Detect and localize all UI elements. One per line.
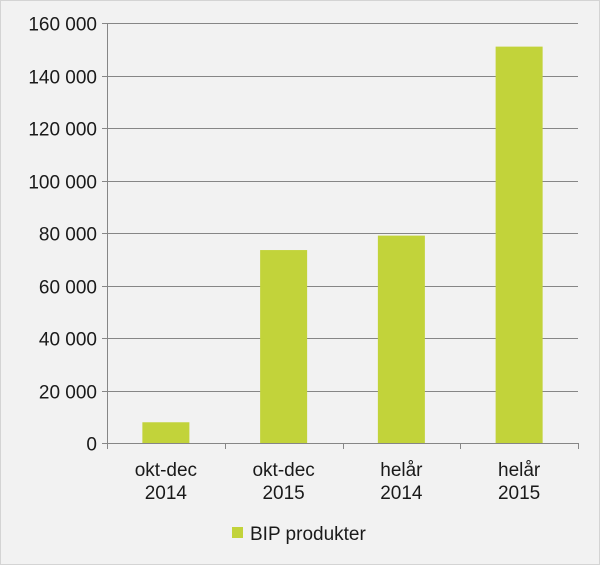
- y-tick-label: 140 000: [28, 68, 97, 89]
- y-tick-label: 100 000: [28, 173, 97, 194]
- y-tick-label: 160 000: [28, 15, 97, 36]
- bar: [377, 235, 425, 443]
- y-tick-label: 40 000: [39, 330, 97, 351]
- x-category-label: helår: [498, 460, 541, 481]
- y-tick-label: 120 000: [28, 120, 97, 141]
- y-tick-label: 80 000: [39, 225, 97, 246]
- bar: [495, 46, 543, 443]
- x-category-label: 2014: [145, 483, 188, 504]
- x-category-label: 2015: [498, 483, 540, 504]
- legend: BIP produkter: [232, 524, 367, 545]
- y-tick-label: 0: [86, 435, 97, 456]
- x-category-label: helår: [380, 460, 423, 481]
- legend-label: BIP produkter: [250, 524, 367, 545]
- x-category-label: 2014: [380, 483, 423, 504]
- bars: [142, 46, 543, 443]
- x-category-label: 2015: [262, 483, 304, 504]
- x-category-label: okt-dec: [135, 460, 197, 481]
- legend-swatch: [232, 527, 243, 538]
- bar: [260, 250, 308, 443]
- y-tick-label: 60 000: [39, 278, 97, 299]
- x-category-label: okt-dec: [252, 460, 314, 481]
- y-tick-label: 20 000: [39, 383, 97, 404]
- bar: [142, 422, 190, 443]
- y-axis-ticks: 0 20 000 40 000 60 000 80 000 100 000 120 000 1…: [28, 15, 97, 456]
